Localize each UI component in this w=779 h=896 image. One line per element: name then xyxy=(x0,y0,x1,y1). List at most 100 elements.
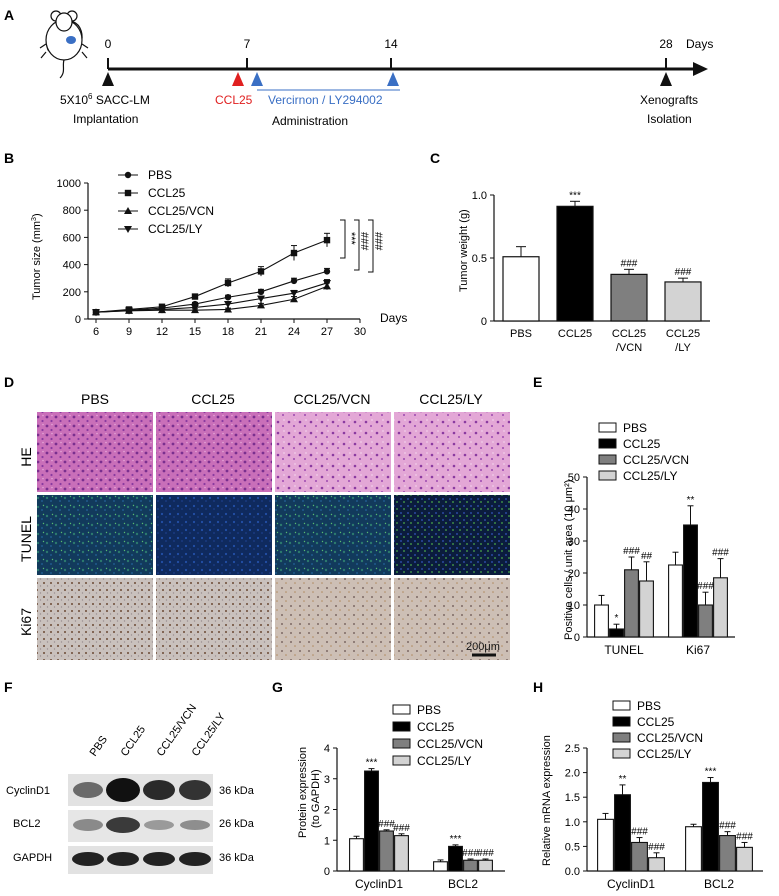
h-bar xyxy=(631,841,648,872)
h-x-tick-label: BCL2 xyxy=(704,877,734,891)
e-bar xyxy=(668,564,683,638)
b-x-tick-label: 9 xyxy=(126,326,132,338)
col-header-pbs: PBS xyxy=(81,391,109,407)
b-legend-marker xyxy=(124,171,132,179)
xenografts-label: Xenografts xyxy=(640,93,698,107)
g-sig-label: ### xyxy=(462,848,479,859)
h-x-tick-label: CyclinD1 xyxy=(607,877,655,891)
drug-label: Vercirnon / LY294002 xyxy=(268,93,383,107)
g-bar xyxy=(364,770,379,872)
b-y-tick-label: 0 xyxy=(75,314,81,326)
timeline-tick-0: 0 xyxy=(105,37,112,51)
h-y-tick-label: 1.0 xyxy=(565,817,580,829)
e-x-tick-label: TUNEL xyxy=(604,643,644,657)
e-bar xyxy=(713,577,728,638)
panel-g-ylabel-1: Protein expression xyxy=(297,747,309,838)
band-cyclind1-pbs xyxy=(73,782,103,798)
g-legend-swatch xyxy=(392,721,411,732)
ki67-ly-image xyxy=(394,578,510,660)
drug-marker-end xyxy=(387,72,399,86)
band-gapdh-ccl25 xyxy=(107,852,139,866)
e-legend-swatch xyxy=(598,470,617,481)
e-bar xyxy=(624,569,639,638)
size-label-cyclind1: 36 kDa xyxy=(219,785,255,797)
g-sig-label: *** xyxy=(366,758,378,769)
e-y-tick-label: 30 xyxy=(568,536,580,548)
protein-label-bcl2: BCL2 xyxy=(13,818,41,830)
band-bcl2-ccl25 xyxy=(106,817,140,833)
b-legend-label: CCL25/VCN xyxy=(148,204,214,218)
b-x-tick-label: 24 xyxy=(288,326,300,338)
band-gapdh-ly xyxy=(179,852,211,866)
h-y-tick-label: 2.5 xyxy=(565,743,580,755)
h-sig-label: ### xyxy=(736,831,753,842)
panel-h-letter: H xyxy=(533,679,543,695)
b-y-tick-label: 200 xyxy=(63,287,81,299)
b-data-point xyxy=(158,306,166,314)
g-legend-label: CCL25/VCN xyxy=(417,737,483,751)
b-y-tick-label: 800 xyxy=(63,205,81,217)
ccl25-marker xyxy=(232,72,244,86)
e-sig-label: ### xyxy=(712,548,729,559)
h-legend-swatch xyxy=(612,700,631,711)
c-x-tick-label: CCL25 xyxy=(612,328,646,340)
b-legend-label: CCL25/LY xyxy=(148,222,202,236)
g-y-tick-label: 4 xyxy=(324,743,330,755)
e-legend-label: CCL25/LY xyxy=(623,469,677,483)
e-y-tick-label: 0 xyxy=(574,632,580,644)
h-y-tick-label: 0.0 xyxy=(565,866,580,878)
h-legend-swatch xyxy=(612,716,631,727)
g-bar xyxy=(433,861,448,872)
e-bar xyxy=(698,604,713,638)
tunel-pbs-image xyxy=(37,495,153,575)
g-legend-label: CCL25 xyxy=(417,720,455,734)
ccl25-label: CCL25 xyxy=(215,93,253,107)
c-y-tick-label: 0 xyxy=(481,316,487,328)
b-x-tick-label: 21 xyxy=(255,326,267,338)
panel-g: G Protein expression (to GAPDH) 0 1 2 3 4 ***… xyxy=(272,679,505,891)
h-bar xyxy=(685,826,702,872)
timeline-tick-28: 28 xyxy=(659,37,673,51)
c-x-tick-label: PBS xyxy=(510,328,532,340)
b-x-tick-label: 30 xyxy=(354,326,366,338)
band-cyclind1-ccl25 xyxy=(106,778,140,802)
protein-label-gapdh: GAPDH xyxy=(13,852,52,864)
b-x-tick-label: 27 xyxy=(321,326,333,338)
h-sig-label: *** xyxy=(705,767,717,778)
row-label-tunel: TUNEL xyxy=(18,516,34,562)
band-cyclind1-vcn xyxy=(143,780,175,800)
b-data-point xyxy=(290,277,298,285)
panel-h-plot: 0.00.51.01.52.02.5**######CyclinD1***###… xyxy=(565,699,763,891)
timeline-unit: Days xyxy=(686,37,713,51)
b-data-point xyxy=(224,301,232,309)
panel-b-ylabel: Tumor size (mm3) xyxy=(31,213,43,300)
b-data-point xyxy=(191,293,199,300)
b-legend-marker xyxy=(124,189,132,197)
g-legend-swatch xyxy=(392,738,411,749)
g-bar xyxy=(394,835,409,872)
g-legend-label: CCL25/LY xyxy=(417,754,471,768)
g-sig-label: ### xyxy=(378,819,395,830)
panel-c-plot: 0 0.5 1.0 PBS *** CCL25 ### CCL25/VCN ### CCL25/L… xyxy=(472,190,710,354)
b-data-point xyxy=(92,309,100,317)
h-legend-label: CCL25 xyxy=(637,715,675,729)
b-data-point xyxy=(257,288,265,295)
he-vcn-image xyxy=(275,412,391,492)
b-legend-label: CCL25 xyxy=(148,186,186,200)
panel-b-plot: 0 200 400 600 800 1000 6 9 12 15 18 21 24 27 30 PBS CCL2… xyxy=(57,168,367,338)
panel-c: C Tumor weight (g) 0 0.5 1.0 PBS *** CCL25 ###… xyxy=(430,150,710,354)
panel-h: H Relative mRNA expression 0.0 0.5 1.0 1.5 2… xyxy=(533,679,763,891)
e-legend-swatch xyxy=(598,438,617,449)
panel-b-significance: *** ### ### xyxy=(340,219,384,273)
g-bar xyxy=(379,830,394,872)
h-legend-label: CCL25/VCN xyxy=(637,731,703,745)
c-y-tick-label: 0.5 xyxy=(472,253,487,265)
band-cyclind1-ly xyxy=(179,780,211,800)
lane-label-pbs: PBS xyxy=(88,734,110,759)
scalebar-label: 200μm xyxy=(466,641,500,653)
b-data-point xyxy=(125,307,133,315)
row-label-he: HE xyxy=(18,447,34,466)
h-bar xyxy=(648,857,665,872)
b-series-line xyxy=(95,270,328,313)
e-bar xyxy=(683,524,698,638)
